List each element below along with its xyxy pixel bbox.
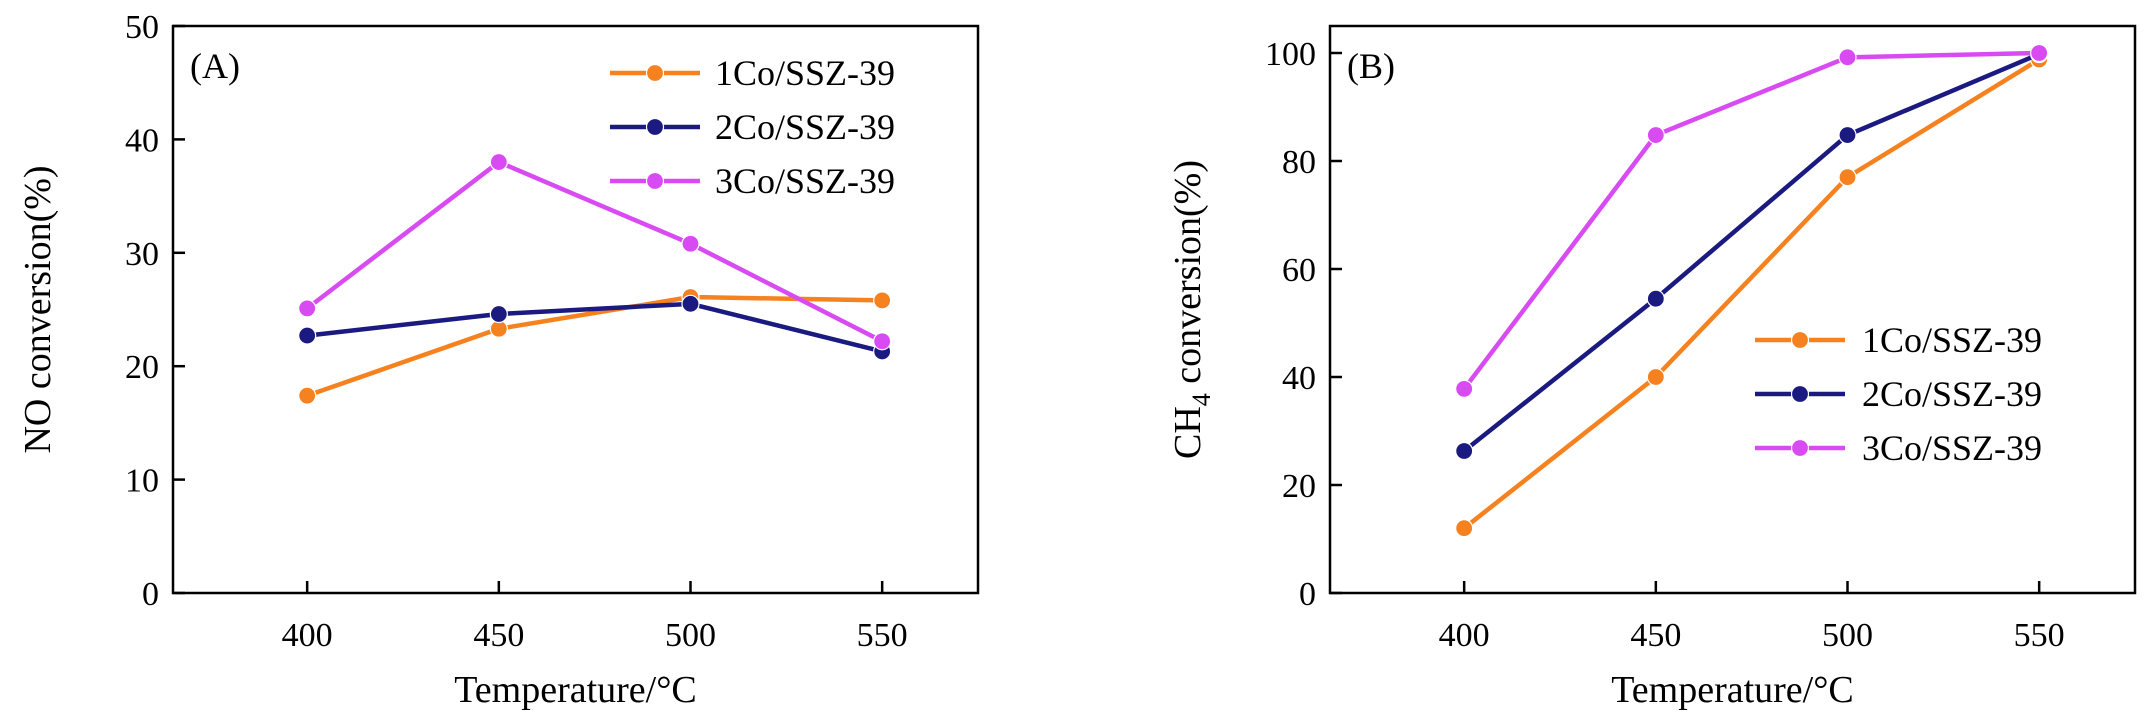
plot-frame (1328, 24, 2137, 595)
plot-frame (171, 24, 980, 595)
data-point (298, 299, 317, 318)
data-point (298, 326, 317, 345)
data-point (1838, 125, 1857, 145)
x-tick-label: 450 (473, 617, 524, 654)
data-point (681, 234, 700, 253)
series-line-2Co/SSZ-39 (306, 301, 883, 354)
series-line-1Co/SSZ-39 (1462, 57, 2041, 530)
series-line-1Co/SSZ-39 (306, 294, 883, 398)
data-point (681, 294, 700, 313)
panel-label: (B) (1347, 46, 1395, 86)
y-tick-label: 40 (1282, 360, 1316, 397)
y-axis-label: CH4 conversion(%) (1167, 160, 1216, 459)
x-tick-label: 550 (2014, 617, 2065, 654)
y-tick-label: 0 (142, 576, 159, 613)
data-point (1838, 168, 1857, 187)
data-point (1646, 367, 1665, 387)
y-tick-label: 10 (125, 463, 159, 500)
chart-panel-b: 0 20 40 60 80 100 400 450 500 550 Temperature/°C CH… (1167, 24, 2137, 711)
data-point (1455, 519, 1474, 538)
x-tick-label: 550 (857, 617, 908, 654)
data-point (873, 332, 892, 351)
x-tick-label: 450 (1630, 617, 1681, 654)
legend-label: 3Co/SSZ-39 (715, 161, 895, 201)
y-axis-label: NO conversion(%) (17, 165, 59, 453)
legend-label: 2Co/SSZ-39 (1862, 374, 2042, 414)
y-tick-label: 40 (125, 122, 159, 159)
y-tick-label: 30 (125, 236, 159, 273)
y-axis-label-main: CH (1167, 406, 1209, 459)
legend-label: 1Co/SSZ-39 (1862, 320, 2042, 360)
panel-label: (A) (190, 46, 240, 86)
data-point (489, 304, 508, 324)
legend-marker (1790, 384, 1810, 404)
y-axis-label-subscript: 4 (1187, 393, 1216, 406)
y-tick-label: 50 (125, 9, 159, 46)
data-point (2030, 43, 2049, 63)
chart-panel-a: 0 10 20 30 40 50 400 450 500 550 Temperature/°C NO … (17, 9, 980, 711)
legend-marker (1790, 438, 1810, 458)
y-tick-label: 0 (1299, 576, 1316, 613)
legend: 1Co/SSZ-39 2Co/SSZ-39 3Co/SSZ-39 (1755, 320, 2042, 468)
legend-marker (645, 171, 665, 191)
data-point (489, 152, 508, 172)
series-line-3Co/SSZ-39 (305, 159, 884, 344)
legend-marker (645, 117, 665, 137)
data-point (298, 386, 317, 405)
x-tick-label: 400 (282, 617, 333, 654)
y-tick-label: 80 (1282, 144, 1316, 181)
x-tick-label: 400 (1439, 617, 1490, 654)
series-line-3Co/SSZ-39 (1462, 50, 2040, 391)
x-tick-label: 500 (665, 617, 716, 654)
x-tick-label: 500 (1822, 617, 1873, 654)
y-tick-label: 100 (1265, 36, 1316, 73)
data-point (1838, 48, 1857, 67)
y-tick-label: 20 (125, 349, 159, 386)
y-axis-label-rest: conversion(%) (1167, 160, 1209, 393)
legend-marker (1790, 330, 1810, 350)
series-line-2Co/SSZ-39 (1462, 52, 2041, 453)
legend-label: 1Co/SSZ-39 (715, 53, 895, 93)
y-tick-label: 20 (1282, 468, 1316, 505)
legend-label: 3Co/SSZ-39 (1862, 428, 2042, 468)
legend-marker (645, 63, 665, 83)
data-point (1646, 125, 1665, 145)
x-axis-label: Temperature/°C (454, 669, 697, 711)
data-point (873, 291, 892, 310)
legend-label: 2Co/SSZ-39 (715, 107, 895, 147)
legend: 1Co/SSZ-39 2Co/SSZ-39 3Co/SSZ-39 (610, 53, 895, 201)
data-point (1646, 289, 1665, 308)
data-point (1455, 441, 1474, 461)
data-point (1455, 379, 1474, 398)
y-tick-label: 60 (1282, 252, 1316, 289)
x-axis-label: Temperature/°C (1611, 669, 1854, 711)
